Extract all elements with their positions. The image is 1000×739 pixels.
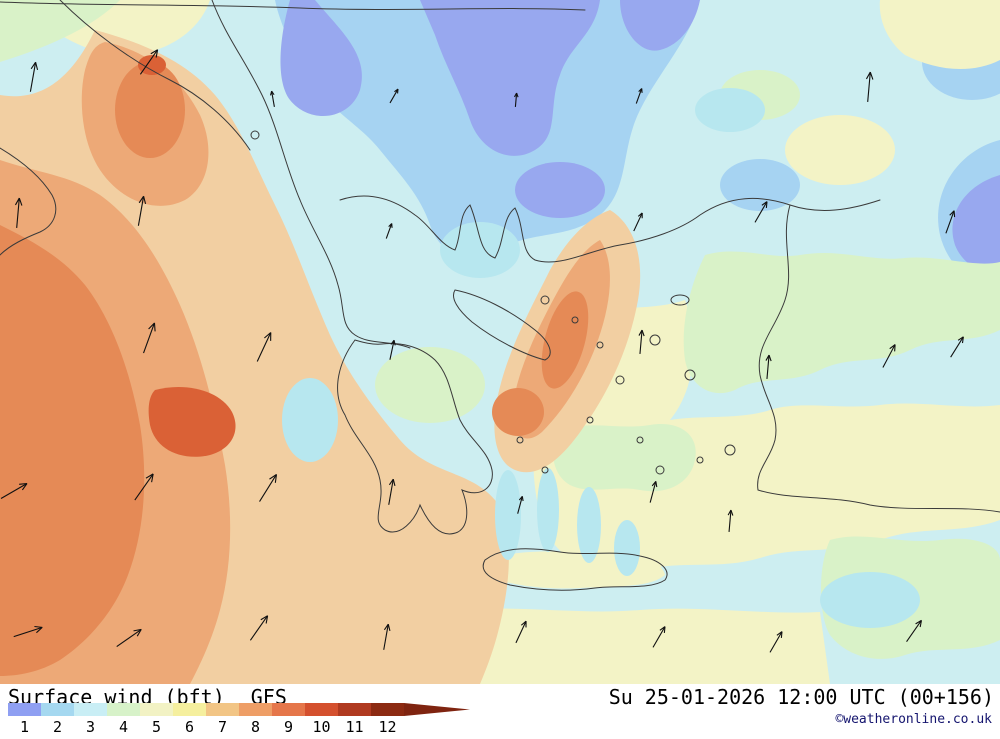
scale-label-4: 4 [119, 718, 128, 735]
wind-field-cyan-accents [282, 88, 920, 628]
wind-field-periwinkle [280, 0, 1000, 272]
wind-field-deep-orange [0, 62, 589, 676]
copyright: ©weatheronline.co.uk [835, 712, 992, 727]
scale-segment-8 [239, 703, 272, 716]
scale-segment-10 [305, 703, 338, 716]
footer-bar: Surface wind (bft) GFS Su 25-01-2026 12:0… [0, 684, 1000, 736]
scale-segment-11 [338, 703, 371, 716]
valid-datetime: Su 25-01-2026 12:00 UTC (00+156) [608, 685, 994, 709]
scale-label-1: 1 [20, 718, 29, 735]
scale-segment-4 [107, 703, 140, 716]
scale-segment-9 [272, 703, 305, 716]
scale-segment-3 [74, 703, 107, 716]
wind-speed-scale: 1 2 3 4 5 6 7 8 9 10 11 12 [8, 703, 478, 739]
map-canvas [0, 0, 1000, 684]
scale-label-9: 9 [284, 718, 293, 735]
wind-arrows [0, 49, 964, 653]
scale-segment-5 [140, 703, 173, 716]
scale-label-2: 2 [53, 718, 62, 735]
scale-segment-2 [41, 703, 74, 716]
wind-speed-scale-svg: 1 2 3 4 5 6 7 8 9 10 11 12 [8, 703, 470, 736]
scale-label-8: 8 [251, 718, 260, 735]
scale-label-3: 3 [86, 718, 95, 735]
surface-wind-map [0, 0, 1000, 684]
wind-field-red [138, 55, 236, 457]
scale-label-7: 7 [218, 718, 227, 735]
scale-segment-1 [8, 703, 41, 716]
scale-segment-6 [173, 703, 206, 716]
scale-label-10: 10 [312, 718, 330, 735]
scale-label-11: 11 [345, 718, 363, 735]
scale-arrow-tip [404, 703, 470, 716]
coastlines [0, 0, 1000, 591]
scale-segment-12 [371, 703, 404, 716]
scale-label-6: 6 [185, 718, 194, 735]
scale-label-12: 12 [378, 718, 396, 735]
scale-label-5: 5 [152, 718, 161, 735]
scale-segment-7 [206, 703, 239, 716]
